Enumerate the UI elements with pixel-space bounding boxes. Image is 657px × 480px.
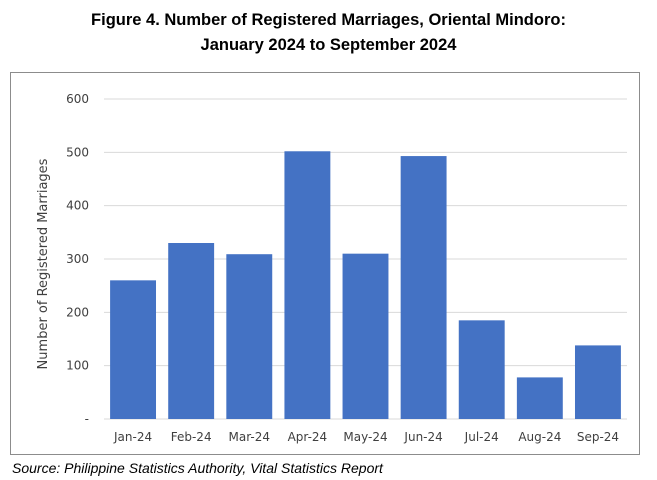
y-tick-label: 100 bbox=[66, 359, 89, 373]
x-tick-label: Jul-24 bbox=[464, 430, 499, 444]
x-tick-label: May-24 bbox=[343, 430, 387, 444]
y-tick-label: 400 bbox=[66, 199, 89, 213]
y-tick-label: 600 bbox=[66, 92, 89, 106]
y-tick-label: 200 bbox=[66, 305, 89, 319]
bar-may-24 bbox=[342, 253, 389, 419]
bar-jan-24 bbox=[110, 280, 157, 419]
y-tick-label: 500 bbox=[66, 145, 89, 159]
x-tick-label: Aug-24 bbox=[518, 430, 561, 444]
bar-aug-24 bbox=[516, 377, 563, 419]
x-axis-ticks: Jan-24 Feb-24 Mar-24 Apr-24 May-24 Jun-24 Jul-… bbox=[113, 430, 619, 444]
x-tick-label: Jan-24 bbox=[113, 430, 152, 444]
x-tick-label: Apr-24 bbox=[288, 430, 328, 444]
chart-frame: - 100 200 300 400 500 600 Jan-24 Feb-24 Mar-24 Ap… bbox=[10, 72, 640, 455]
bar-jun-24 bbox=[400, 156, 447, 420]
x-tick-label: Feb-24 bbox=[171, 430, 212, 444]
bars bbox=[110, 151, 621, 420]
figure-title-line-1: Figure 4. Number of Registered Marriages… bbox=[91, 11, 566, 29]
y-axis-ticks: - 100 200 300 400 500 600 bbox=[66, 92, 89, 426]
x-tick-label: Mar-24 bbox=[229, 430, 270, 444]
source-note: Source: Philippine Statistics Authority,… bbox=[12, 460, 383, 476]
x-tick-label: Jun-24 bbox=[403, 430, 442, 444]
bar-feb-24 bbox=[168, 243, 215, 419]
figure-title-line-2: January 2024 to September 2024 bbox=[200, 36, 457, 54]
y-tick-label: - bbox=[85, 412, 89, 426]
bar-mar-24 bbox=[226, 254, 273, 419]
bar-apr-24 bbox=[284, 151, 331, 419]
x-tick-label: Sep-24 bbox=[577, 430, 619, 444]
bar-jul-24 bbox=[458, 320, 505, 419]
y-tick-label: 300 bbox=[66, 252, 89, 266]
figure-title: Figure 4. Number of Registered Marriages… bbox=[0, 8, 657, 58]
y-axis-label: Number of Registered Marriages bbox=[36, 158, 51, 369]
bar-chart: - 100 200 300 400 500 600 Jan-24 Feb-24 Mar-24 Ap… bbox=[36, 92, 627, 444]
bar-sep-24 bbox=[574, 345, 621, 419]
